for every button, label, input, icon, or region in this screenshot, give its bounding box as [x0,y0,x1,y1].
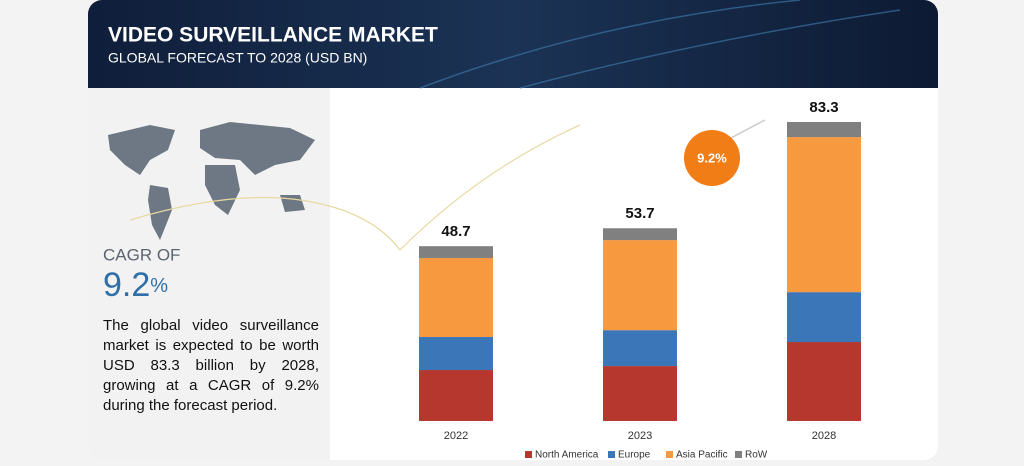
cagr-badge [684,130,740,186]
x-tick-label: 2028 [812,430,836,442]
bar-segment [603,330,677,367]
legend-swatch [735,451,742,458]
cagr-value: 9.2% [103,266,168,304]
x-tick-label: 2022 [444,430,468,442]
bar-segment [787,137,861,293]
header-decoration [419,0,901,89]
description: The global video surveillance market is … [103,317,319,414]
legend-label: Europe [618,450,651,461]
bar-segment [787,342,861,421]
cagr-label: CAGR OF [103,245,180,264]
subtitle: GLOBAL FORECAST TO 2028 (USD BN) [108,50,367,66]
legend-swatch [525,451,532,458]
bar-segment [603,228,677,241]
legend-swatch [608,451,615,458]
bar-segment [603,366,677,421]
x-tick-label: 2023 [628,430,652,442]
total-label: 83.3 [809,99,838,116]
bar-segment [419,337,493,371]
header-band [88,0,938,88]
total-label: 53.7 [625,205,654,222]
bar-segment [787,292,861,343]
total-label: 48.7 [441,223,470,240]
cagr-badge-label: 9.2% [697,150,727,165]
legend-label: Asia Pacific [676,450,728,461]
bar-segment [603,240,677,331]
bar-segment [419,258,493,338]
cagr-unit: % [150,275,168,297]
cagr-number: 9.2 [103,266,150,304]
title: VIDEO SURVEILLANCE MARKET [108,24,438,47]
bar-segment [419,246,493,259]
legend-label: RoW [745,450,768,461]
bar-segment [787,122,861,138]
bar-segment [419,370,493,421]
legend-swatch [666,451,673,458]
trend-decoration [129,124,581,251]
legend-label: North America [535,450,599,461]
